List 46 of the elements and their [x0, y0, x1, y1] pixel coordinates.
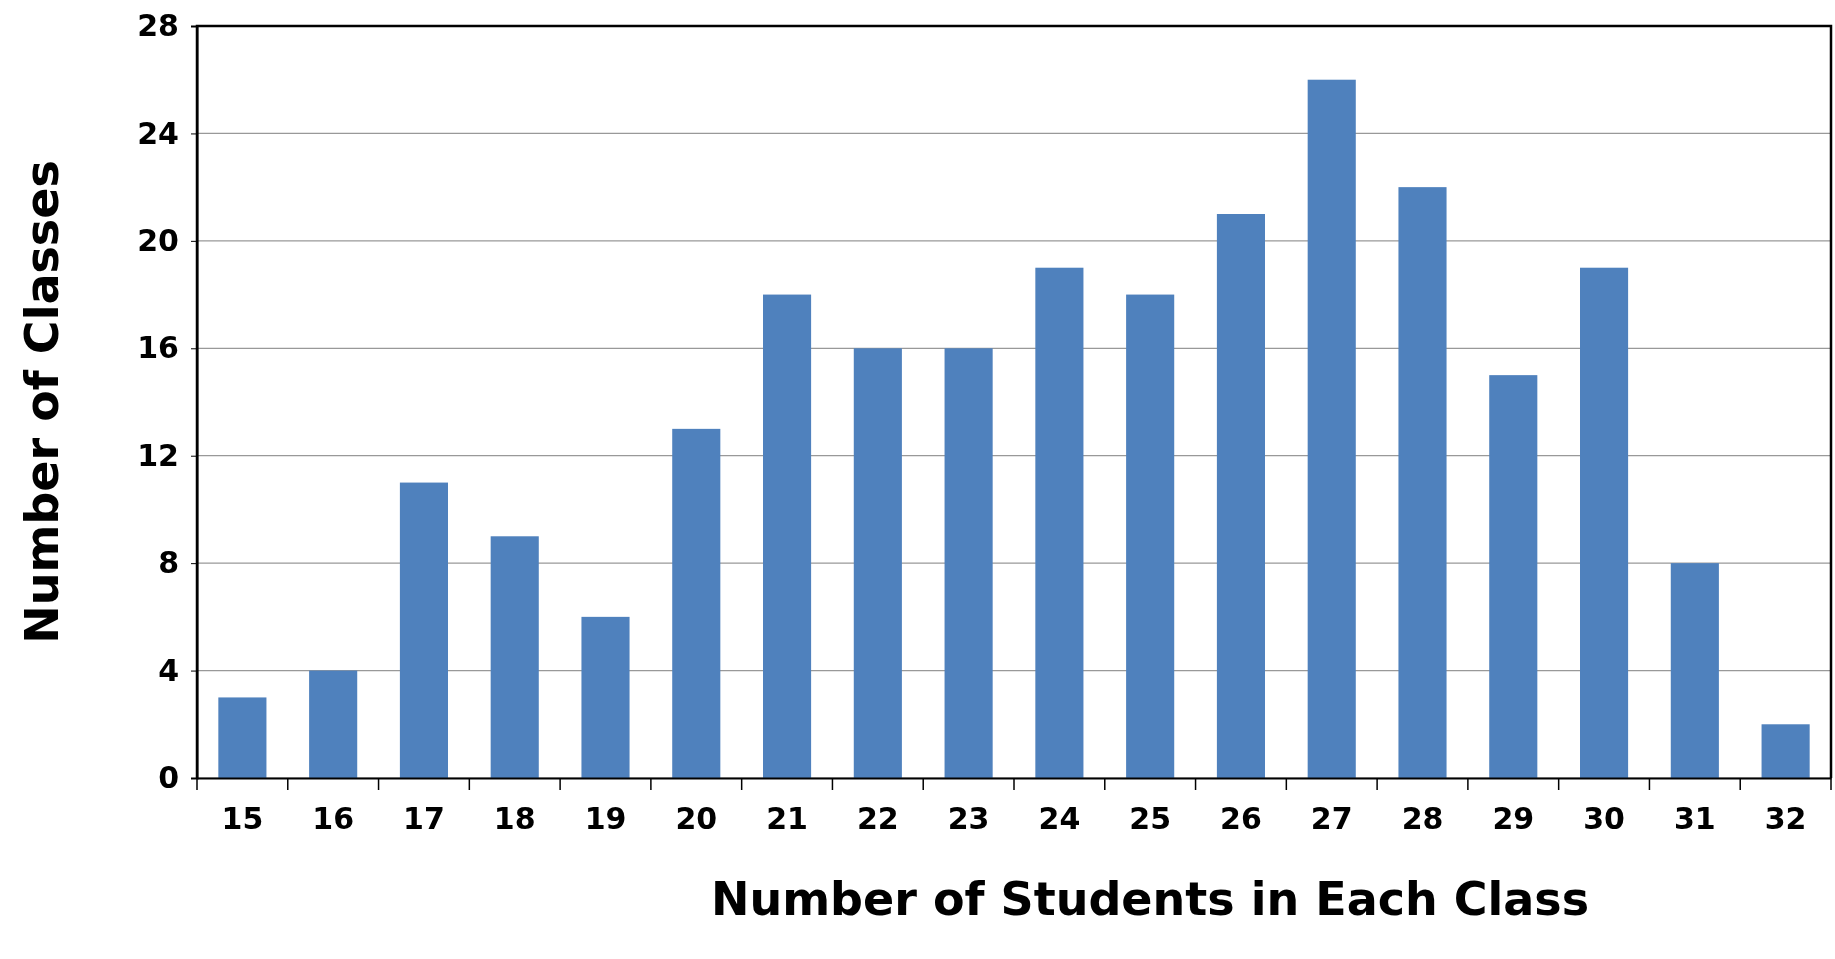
x-axis-title: Number of Students in Each Class: [710, 872, 1590, 926]
bar: [581, 616, 630, 778]
x-tick-label: 28: [1401, 801, 1444, 836]
bar: [1761, 724, 1810, 778]
x-tick-label: 29: [1492, 801, 1535, 836]
bar: [1670, 563, 1719, 778]
bar: [1307, 79, 1356, 778]
bar: [1035, 267, 1084, 778]
x-tick-label: 24: [1038, 801, 1081, 836]
bar: [763, 294, 812, 778]
x-tick-label: 31: [1673, 801, 1716, 836]
x-tick-label: 18: [493, 801, 536, 836]
bar: [944, 348, 993, 778]
y-tick-label: 16: [137, 330, 179, 366]
x-tick-label: 19: [584, 801, 627, 836]
x-tick-label: 27: [1310, 801, 1353, 836]
y-axis-title: Number of Classes: [15, 160, 69, 644]
bar: [1126, 294, 1175, 778]
x-tick-label: 21: [766, 801, 808, 836]
bar: [1489, 375, 1538, 778]
x-tick-label: 16: [312, 801, 355, 836]
bar: [853, 348, 902, 778]
y-tick-label: 28: [137, 8, 179, 44]
y-tick-label: 20: [137, 222, 179, 258]
y-tick-label: 8: [158, 545, 179, 581]
x-tick-label: 26: [1220, 801, 1262, 836]
x-tick-label: 15: [221, 801, 264, 836]
y-tick-label: 12: [137, 437, 179, 473]
bar: [1398, 187, 1447, 778]
x-tick-label: 25: [1129, 801, 1172, 836]
x-tick-label: 20: [675, 801, 718, 836]
bar: [490, 536, 539, 778]
y-tick-label: 0: [158, 760, 179, 796]
bar: [399, 482, 448, 778]
x-tick-label: 32: [1764, 801, 1807, 836]
bar: [1216, 214, 1265, 778]
x-tick-label: 17: [403, 801, 445, 836]
bar: [218, 697, 267, 778]
bar: [672, 428, 721, 778]
bar: [309, 670, 358, 778]
y-tick-label: 4: [158, 652, 179, 688]
x-tick-label: 30: [1583, 801, 1625, 836]
y-tick-label: 24: [137, 115, 179, 151]
x-tick-label: 22: [856, 801, 899, 836]
x-tick-label: 23: [947, 801, 990, 836]
bar: [1580, 267, 1629, 778]
